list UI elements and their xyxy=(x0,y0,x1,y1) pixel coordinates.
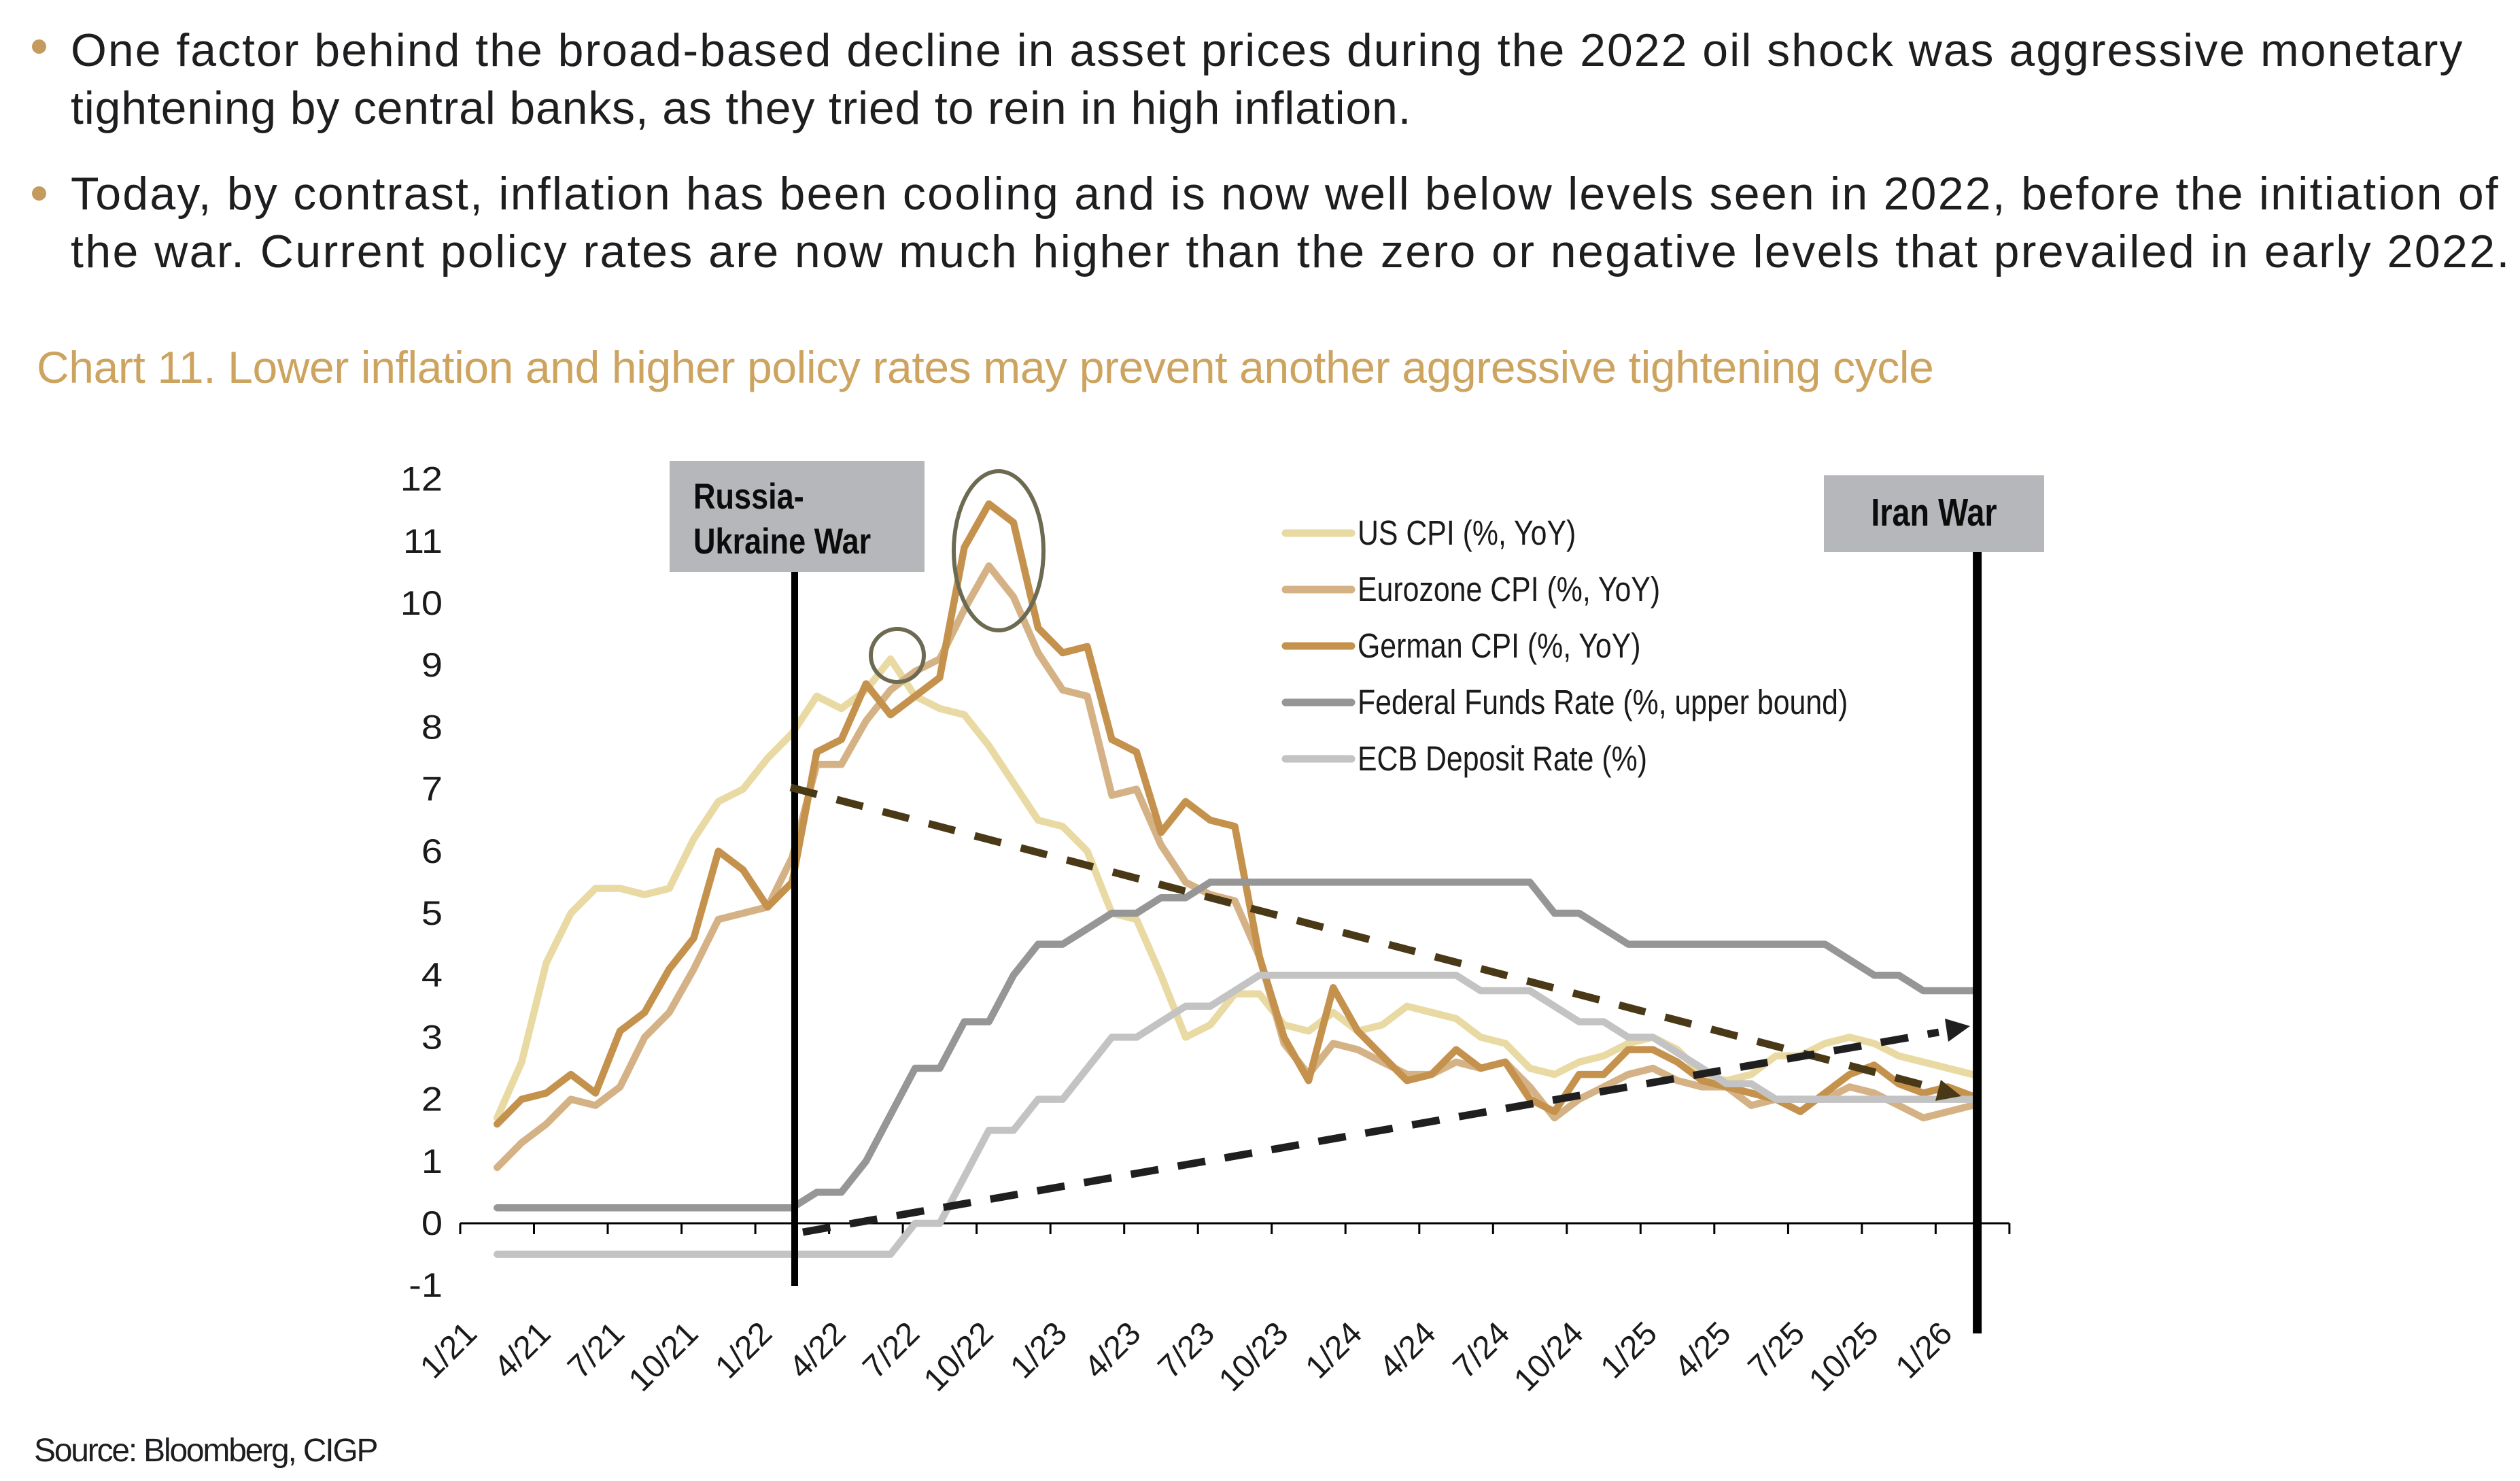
svg-text:4/24: 4/24 xyxy=(1373,1315,1443,1386)
svg-text:5: 5 xyxy=(421,895,443,933)
svg-text:4/25: 4/25 xyxy=(1668,1315,1738,1386)
svg-text:7/21: 7/21 xyxy=(561,1315,632,1386)
svg-text:Iran War: Iran War xyxy=(1871,492,1997,534)
svg-text:10/25: 10/25 xyxy=(1802,1315,1885,1398)
svg-text:1/21: 1/21 xyxy=(413,1315,484,1386)
svg-text:US CPI (%, YoY): US CPI (%, YoY) xyxy=(1358,513,1576,551)
svg-text:1/26: 1/26 xyxy=(1889,1315,1960,1386)
svg-text:-1: -1 xyxy=(409,1267,443,1305)
svg-text:1/23: 1/23 xyxy=(1003,1315,1074,1386)
svg-text:7/22: 7/22 xyxy=(856,1315,927,1386)
svg-text:0: 0 xyxy=(421,1205,443,1243)
svg-text:1/24: 1/24 xyxy=(1299,1315,1370,1386)
svg-text:4: 4 xyxy=(421,957,443,995)
svg-text:Ukraine War: Ukraine War xyxy=(693,522,871,562)
svg-text:1: 1 xyxy=(421,1143,443,1181)
svg-text:7/23: 7/23 xyxy=(1152,1315,1222,1386)
svg-text:6: 6 xyxy=(421,833,443,871)
svg-text:10: 10 xyxy=(400,585,443,623)
svg-text:4/21: 4/21 xyxy=(487,1315,558,1386)
svg-text:9: 9 xyxy=(421,647,443,685)
svg-text:7/25: 7/25 xyxy=(1742,1315,1812,1386)
svg-text:2: 2 xyxy=(421,1080,443,1119)
svg-text:1/25: 1/25 xyxy=(1594,1315,1665,1386)
svg-text:4/23: 4/23 xyxy=(1077,1315,1148,1386)
svg-text:11: 11 xyxy=(403,523,443,561)
svg-text:German CPI (%, YoY): German CPI (%, YoY) xyxy=(1358,626,1641,664)
svg-text:8: 8 xyxy=(421,709,443,747)
svg-text:10/22: 10/22 xyxy=(917,1315,1000,1398)
svg-text:Eurozone CPI (%, YoY): Eurozone CPI (%, YoY) xyxy=(1358,569,1660,608)
svg-text:Federal Funds Rate (%, upper b: Federal Funds Rate (%, upper bound) xyxy=(1358,682,1848,721)
svg-text:1/22: 1/22 xyxy=(708,1315,779,1386)
svg-text:10/24: 10/24 xyxy=(1507,1315,1590,1398)
svg-text:12: 12 xyxy=(400,460,443,498)
svg-text:Russia-: Russia- xyxy=(693,477,804,517)
svg-text:7/24: 7/24 xyxy=(1447,1315,1517,1386)
svg-text:10/23: 10/23 xyxy=(1212,1315,1295,1398)
svg-text:ECB Deposit Rate (%): ECB Deposit Rate (%) xyxy=(1358,738,1647,777)
svg-text:10/21: 10/21 xyxy=(622,1315,705,1398)
svg-text:4/22: 4/22 xyxy=(782,1315,853,1386)
svg-text:3: 3 xyxy=(421,1019,443,1057)
svg-text:7: 7 xyxy=(421,770,443,808)
